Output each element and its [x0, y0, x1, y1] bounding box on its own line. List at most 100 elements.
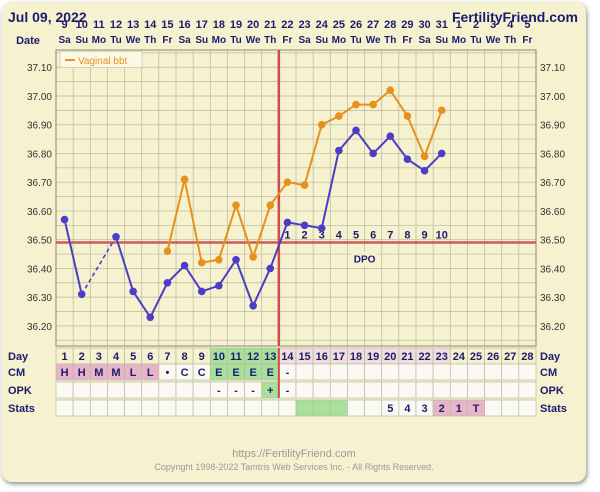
y-tick-left: 36.40 — [27, 264, 52, 275]
y-tick-right: 36.50 — [540, 236, 565, 247]
opk-row-cell — [295, 381, 314, 399]
cm-row-cell — [518, 363, 537, 381]
cm-value: E — [267, 367, 274, 379]
y-tick-right: 36.80 — [540, 149, 565, 160]
legend-label: Vaginal bbt — [78, 56, 128, 67]
cycle-day: 12 — [247, 351, 259, 363]
temperature-point — [232, 255, 240, 264]
y-tick-right: 36.40 — [540, 264, 565, 275]
stats-row-cell — [329, 399, 348, 417]
row-label-date: Date — [16, 35, 40, 47]
row-label-right-opk: OPK — [540, 385, 564, 397]
cycle-day: 22 — [418, 351, 430, 363]
vaginal-bbt-point — [266, 201, 275, 209]
weekday-tick: Fr — [282, 35, 292, 46]
opk-row-cell — [518, 381, 537, 399]
bbt-chart: 9 10 11 12 13 14 15 16 17 18 19 20 21 22 23 24 25 26 27 28 2… — [8, 19, 567, 417]
weekday-tick: Sa — [178, 35, 191, 46]
temperature-point — [112, 232, 120, 241]
weekday-tick: Tu — [470, 35, 481, 46]
cycle-day: 21 — [401, 351, 413, 363]
date-tick: 29 — [401, 19, 413, 31]
cycle-day: 26 — [487, 351, 499, 363]
cycle-day: 11 — [230, 351, 242, 363]
date-tick: 25 — [333, 19, 345, 31]
vaginal-bbt-point — [369, 100, 377, 109]
temperature-point — [215, 281, 223, 290]
y-tick-right: 36.20 — [540, 322, 565, 333]
vaginal-bbt-point — [352, 100, 360, 109]
row-label-day: Day — [8, 351, 29, 363]
date-tick: 23 — [298, 19, 310, 31]
opk-value: + — [267, 385, 273, 397]
y-tick-left: 36.20 — [27, 322, 52, 333]
date-tick: 2 — [473, 19, 479, 31]
row-label-right-day: Day — [540, 351, 561, 363]
cycle-day: 25 — [470, 351, 482, 363]
chart-card: 9 10 11 12 13 14 15 16 17 18 19 20 21 22 23 24 25 26 27 28 2… — [2, 2, 586, 482]
cycle-day: 20 — [384, 351, 396, 363]
stats-row-cell — [158, 399, 177, 417]
cm-row-cell — [449, 363, 468, 381]
cm-row-cell — [484, 363, 503, 381]
opk-row-cell — [158, 381, 177, 399]
dpo-number: 3 — [319, 230, 325, 242]
date-tick: 15 — [161, 19, 173, 31]
opk-row-cell — [124, 381, 143, 399]
opk-row-cell — [415, 381, 434, 399]
opk-row-cell — [329, 381, 348, 399]
y-tick-left: 36.60 — [27, 207, 52, 218]
cm-row-cell — [415, 363, 434, 381]
temperature-point — [386, 132, 395, 141]
weekday-tick: Th — [144, 35, 156, 46]
dpo-number: 2 — [302, 230, 308, 242]
date-tick: 11 — [93, 19, 105, 31]
cm-row-cell — [329, 363, 348, 381]
cycle-day: 17 — [333, 351, 345, 363]
weekday-tick: We — [246, 35, 261, 46]
cycle-day: 3 — [96, 351, 102, 363]
date-tick: 13 — [127, 19, 139, 31]
weekday-tick: Su — [315, 35, 328, 46]
temperature-point — [163, 278, 172, 287]
date-tick: 9 — [62, 19, 68, 31]
weekday-tick: Mo — [452, 35, 466, 46]
stats-value: 1 — [456, 403, 462, 415]
date-tick: 12 — [110, 19, 122, 31]
cm-value: E — [232, 367, 239, 379]
weekday-tick: Fr — [522, 35, 532, 46]
stats-value: 2 — [439, 403, 445, 415]
weekday-tick: Mo — [92, 35, 106, 46]
cycle-day: 4 — [113, 351, 120, 363]
opk-row-cell — [89, 381, 108, 399]
date-tick: 31 — [436, 19, 448, 31]
vaginal-bbt-point — [232, 201, 240, 209]
dpo-number: 1 — [284, 230, 290, 242]
y-tick-left: 36.70 — [27, 178, 52, 189]
footer-url[interactable]: https://FertilityFriend.com — [232, 448, 356, 460]
weekday-tick: Su — [75, 35, 88, 46]
cm-value: M — [94, 367, 103, 379]
vaginal-bbt-point — [420, 152, 429, 161]
stats-row-cell — [295, 399, 314, 417]
temperature-point — [420, 166, 429, 175]
temperature-point — [335, 146, 343, 155]
stats-row-cell — [141, 399, 160, 417]
cm-value: C — [198, 367, 206, 379]
dpo-number: 9 — [422, 230, 428, 242]
cm-row-cell — [398, 363, 417, 381]
brand-name[interactable]: FertilityFriend.com — [451, 9, 578, 25]
y-tick-left: 36.80 — [27, 149, 52, 160]
weekday-tick: Sa — [58, 35, 71, 46]
date-tick: 21 — [264, 19, 276, 31]
y-tick-right: 37.10 — [540, 63, 565, 74]
cm-value: - — [286, 367, 290, 379]
temperature-point — [317, 224, 326, 232]
cm-value: E — [249, 367, 256, 379]
opk-row-cell — [55, 381, 74, 399]
row-label-right-cm: CM — [540, 367, 557, 379]
vaginal-bbt-point — [437, 106, 446, 115]
stats-row-cell — [347, 399, 365, 417]
cm-row-cell — [381, 363, 400, 381]
cycle-day: 9 — [199, 351, 205, 363]
